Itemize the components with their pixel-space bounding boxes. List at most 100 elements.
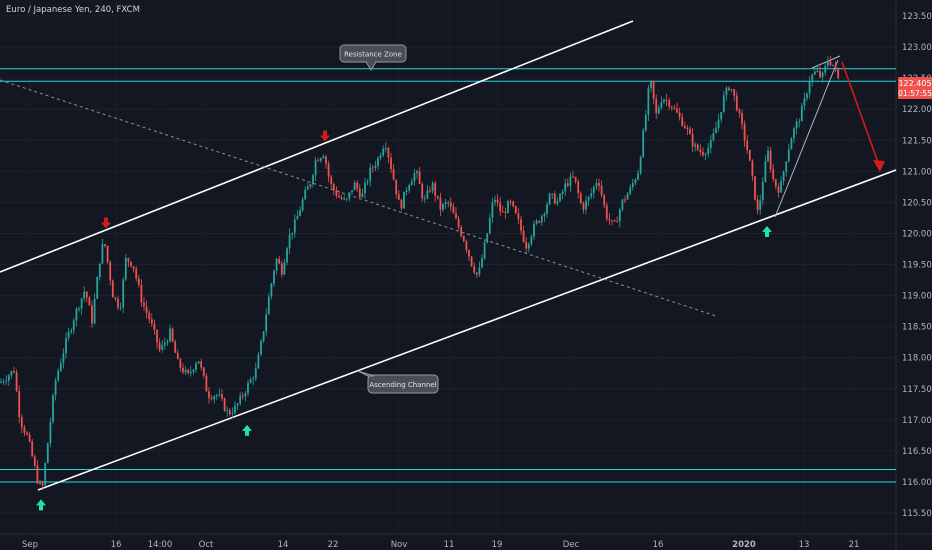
candle-body xyxy=(546,204,548,214)
candle-body xyxy=(431,183,434,192)
candle-body xyxy=(88,297,91,306)
time-axis[interactable]: Sep 16 14:00 Oct 14 22 Nov 11 19 Dec 16 2020 13 21 xyxy=(22,540,859,550)
candle-body xyxy=(130,261,132,267)
candle-body xyxy=(793,128,795,139)
candle-body xyxy=(772,169,775,180)
candle-body xyxy=(348,192,351,199)
candle-body xyxy=(538,220,541,223)
candle-body xyxy=(70,330,73,332)
candle-body xyxy=(403,191,405,209)
wedge-resistance-line xyxy=(811,55,841,69)
time-tick-label: 19 xyxy=(492,540,503,550)
candle-body xyxy=(148,312,151,320)
candle-body xyxy=(80,298,83,309)
candle-body xyxy=(106,245,109,263)
candle-body xyxy=(834,64,837,68)
candle-body xyxy=(332,184,335,190)
time-tick-label: Oct xyxy=(199,540,214,550)
candle-body xyxy=(746,140,749,150)
candle-body xyxy=(132,266,135,269)
candle-body xyxy=(743,124,746,141)
candle-body xyxy=(41,483,44,486)
candle-body xyxy=(499,202,502,212)
candle-body xyxy=(556,201,559,204)
candle-body xyxy=(813,71,816,75)
candle-body xyxy=(179,359,182,368)
ascending-channel-callout[interactable]: Ascending Channel xyxy=(357,370,439,394)
price-tick-label: 121.500 xyxy=(902,136,932,146)
candle-body xyxy=(470,256,473,267)
candle-body xyxy=(59,363,62,372)
candle-body xyxy=(603,195,606,206)
candle-body xyxy=(442,203,444,210)
candle-body xyxy=(722,95,725,113)
candle-body xyxy=(634,179,637,184)
candle-body xyxy=(322,156,325,159)
candle-body xyxy=(455,213,457,219)
time-tick-label: 14:00 xyxy=(148,540,173,550)
candle-body xyxy=(733,89,736,96)
candle-body xyxy=(790,138,793,150)
candle-body xyxy=(777,186,780,193)
time-tick-label: 16 xyxy=(111,540,122,550)
candle-body xyxy=(460,227,463,237)
candle-body xyxy=(475,272,478,275)
price-tick-label: 120.000 xyxy=(902,229,932,239)
candle-body xyxy=(824,65,827,73)
candle-body xyxy=(702,152,704,156)
price-tick-label: 117.500 xyxy=(902,385,932,395)
candle-body xyxy=(231,413,234,415)
candle-body xyxy=(439,197,442,210)
price-axis[interactable]: 115.500 116.000 116.500 117.000 117.500 118.0… xyxy=(902,12,932,519)
candle-body xyxy=(247,382,249,394)
candle-body xyxy=(494,199,496,203)
candle-body xyxy=(522,230,525,242)
candle-body xyxy=(686,128,689,130)
candle-body xyxy=(712,133,715,141)
resistance-zone-callout[interactable]: Resistance Zone xyxy=(339,44,407,71)
candle-body xyxy=(356,182,359,189)
candle-body xyxy=(507,201,509,214)
candle-body xyxy=(49,421,52,444)
candle-body xyxy=(182,367,184,373)
candle-body xyxy=(361,193,364,197)
candle-body xyxy=(153,323,156,330)
candle-body xyxy=(176,352,179,360)
candle-body xyxy=(319,158,322,161)
candle-body xyxy=(624,199,626,201)
chart-title: Euro / Japanese Yen, 240, FXCM xyxy=(6,5,140,15)
candle-body xyxy=(509,201,512,203)
candle-body xyxy=(803,98,806,106)
candle-body xyxy=(629,187,632,194)
candle-body xyxy=(811,74,814,82)
candle-body xyxy=(202,367,205,376)
price-tick-label: 121.000 xyxy=(902,167,932,177)
time-tick-label: 13 xyxy=(799,540,810,550)
candle-body xyxy=(317,160,320,162)
price-tick-label: 119.000 xyxy=(902,292,932,302)
candle-body xyxy=(837,67,840,78)
candle-body xyxy=(751,160,754,177)
time-tick-label: Nov xyxy=(391,540,408,550)
candle-body xyxy=(699,149,702,153)
candle-body xyxy=(57,371,60,381)
candle-body xyxy=(754,176,756,200)
price-tick-label: 118.500 xyxy=(902,323,932,333)
candle-body xyxy=(0,381,2,383)
candles xyxy=(0,55,840,491)
candle-body xyxy=(621,199,624,210)
candle-body xyxy=(306,186,309,190)
candle-body xyxy=(574,176,577,182)
candle-body xyxy=(735,95,738,111)
time-tick-label: 11 xyxy=(444,540,455,550)
wedge-support-line xyxy=(774,59,839,218)
candle-body xyxy=(806,93,808,99)
candle-body xyxy=(421,183,424,199)
candle-body xyxy=(304,189,307,200)
candle-body xyxy=(730,89,733,91)
candle-body xyxy=(577,181,580,194)
time-tick-label: 2020 xyxy=(732,540,756,550)
price-tick-label: 123.000 xyxy=(902,43,932,53)
candle-body xyxy=(473,266,476,273)
